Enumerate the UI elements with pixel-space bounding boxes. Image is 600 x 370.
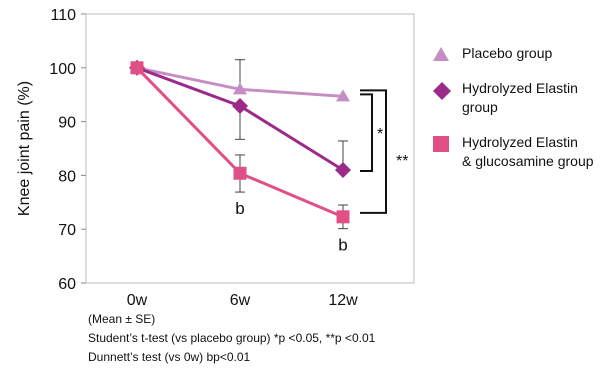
significance-double-star-label: ** (396, 153, 408, 170)
y-tick-label: 100 (49, 61, 76, 78)
significance-b-label: b (235, 199, 244, 218)
significance-bracket-outer (360, 89, 387, 214)
chart-legend: Placebo group Hydrolyzed Elastin group H… (432, 44, 600, 171)
legend-label-elastin-line1: Hydrolyzed Elastin (462, 80, 578, 96)
significance-b-label: b (338, 236, 347, 255)
y-tick-label: 60 (58, 276, 76, 293)
data-point-diamond (335, 162, 351, 179)
y-tick-label: 80 (58, 168, 76, 185)
plot-area-frame (85, 13, 415, 284)
legend-item-placebo: Placebo group (432, 44, 600, 63)
y-tick-label: 70 (58, 222, 76, 239)
triangle-marker-icon (432, 46, 450, 67)
square-marker-icon (432, 135, 450, 158)
legend-item-elastin: Hydrolyzed Elastin group (432, 79, 600, 117)
note-t-test: Student’s t-test (vs placebo group) *p <… (88, 331, 376, 345)
x-tick-label: 0w (127, 292, 148, 309)
x-tick-label: 6w (230, 292, 251, 309)
chart-notes: (Mean ± SE) Student’s t-test (vs placebo… (88, 310, 375, 367)
note-dunnett: Dunnett’s test (vs 0w) bp<0.01 (88, 350, 251, 364)
data-point-square (130, 61, 144, 75)
legend-label-elastin-glucosamine-line1: Hydrolyzed Elastin (462, 134, 578, 150)
note-mean-se: (Mean ± SE) (88, 312, 156, 326)
data-point-square (233, 166, 247, 180)
data-point-square (336, 210, 350, 224)
legend-label-elastin-line2: group (462, 99, 498, 115)
x-tick-label: 12w (328, 292, 358, 309)
y-tick-label: 110 (50, 7, 76, 24)
data-point-diamond (232, 97, 248, 114)
legend-label-placebo: Placebo group (462, 45, 553, 61)
diamond-marker-icon (432, 81, 452, 106)
y-tick-label: 90 (58, 115, 76, 132)
y-axis-label: Knee joint pain (%) (16, 81, 33, 216)
data-point-triangle (336, 89, 350, 102)
legend-item-elastin-glucosamine: Hydrolyzed Elastin & glucosamine group (432, 133, 600, 171)
significance-bracket-inner (360, 93, 373, 173)
data-point-triangle (233, 82, 247, 95)
significance-star-label: * (377, 126, 383, 143)
legend-label-elastin-glucosamine-line2: & glucosamine group (462, 153, 594, 169)
